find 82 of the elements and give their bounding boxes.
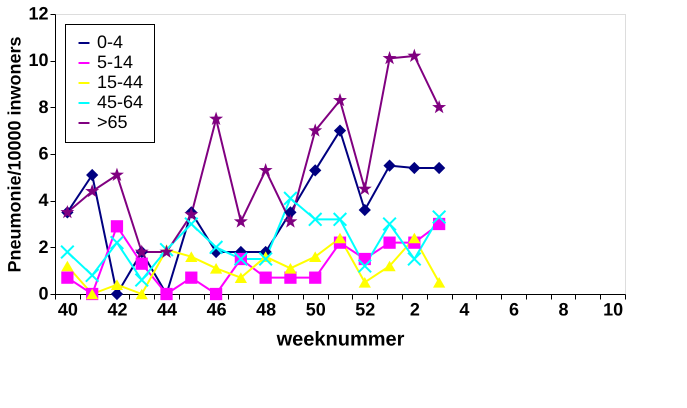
point	[84, 268, 100, 283]
x-tick-label: 4	[459, 300, 470, 320]
y-axis-title: Pneumonie/10000 inwoners	[4, 36, 24, 273]
x-tick-label: 48	[256, 300, 276, 320]
y-tick-label: 10	[28, 50, 48, 70]
point	[383, 236, 396, 249]
point	[260, 272, 272, 284]
x-tick-label: 46	[206, 300, 227, 320]
point	[85, 184, 100, 198]
point	[61, 272, 74, 284]
point	[86, 168, 98, 182]
legend-label: 5-14	[97, 52, 134, 72]
y-tick-label: 4	[38, 190, 48, 210]
y-tick-label: 8	[38, 96, 48, 117]
point	[283, 191, 298, 206]
point	[334, 124, 346, 137]
point	[60, 244, 75, 260]
x-tick-label: 50	[306, 300, 326, 320]
point	[408, 162, 420, 174]
point	[61, 260, 74, 272]
x-tick-label: 42	[107, 300, 128, 320]
x-tick-label: 10	[603, 300, 624, 320]
point	[234, 214, 248, 228]
x-tick-label: 6	[508, 300, 519, 320]
point	[185, 272, 198, 284]
x-tick-label: 52	[355, 300, 376, 320]
point	[334, 232, 346, 244]
legend-label: >65	[97, 112, 128, 132]
point	[309, 251, 322, 262]
point	[210, 288, 222, 300]
point	[136, 288, 148, 300]
point	[433, 162, 446, 174]
legend-label: 15-44	[97, 72, 144, 92]
point	[357, 258, 372, 274]
point	[382, 216, 397, 232]
x-axis-title: weeknummer	[276, 328, 405, 350]
point	[358, 182, 372, 195]
point	[110, 168, 124, 181]
point	[309, 272, 322, 284]
point	[136, 258, 148, 270]
point	[110, 279, 124, 290]
point	[358, 204, 371, 216]
point	[209, 112, 224, 125]
y-tick-label: 12	[28, 4, 48, 24]
point	[358, 277, 371, 288]
point	[432, 210, 446, 224]
point	[185, 251, 198, 262]
point	[184, 216, 199, 232]
point	[234, 272, 247, 283]
point	[258, 252, 273, 266]
x-tick-label: 40	[58, 300, 78, 320]
point	[308, 123, 322, 137]
point	[383, 260, 396, 272]
point	[332, 212, 348, 227]
point	[258, 162, 273, 176]
point	[283, 214, 298, 228]
point	[308, 212, 323, 227]
point	[309, 164, 322, 176]
point	[210, 263, 222, 274]
y-tick-label: 0	[38, 284, 48, 304]
y-tick-label: 2	[38, 236, 48, 257]
point	[184, 207, 198, 221]
point	[284, 206, 297, 218]
x-tick-label: 44	[157, 300, 178, 320]
point	[208, 240, 224, 255]
point	[110, 220, 124, 232]
y-tick-label: 6	[38, 144, 48, 164]
point	[382, 50, 397, 64]
point	[383, 160, 396, 172]
point	[333, 92, 347, 106]
point	[134, 272, 150, 288]
legend-label: 0-4	[97, 32, 124, 52]
point	[408, 232, 420, 244]
point	[407, 48, 422, 62]
x-tick-label: 2	[410, 300, 420, 320]
point	[433, 277, 446, 288]
point	[407, 252, 422, 266]
x-tick-label: 8	[558, 300, 569, 320]
point	[110, 235, 124, 250]
point	[432, 100, 446, 114]
point	[284, 263, 297, 274]
legend-label: 45-64	[97, 92, 144, 112]
